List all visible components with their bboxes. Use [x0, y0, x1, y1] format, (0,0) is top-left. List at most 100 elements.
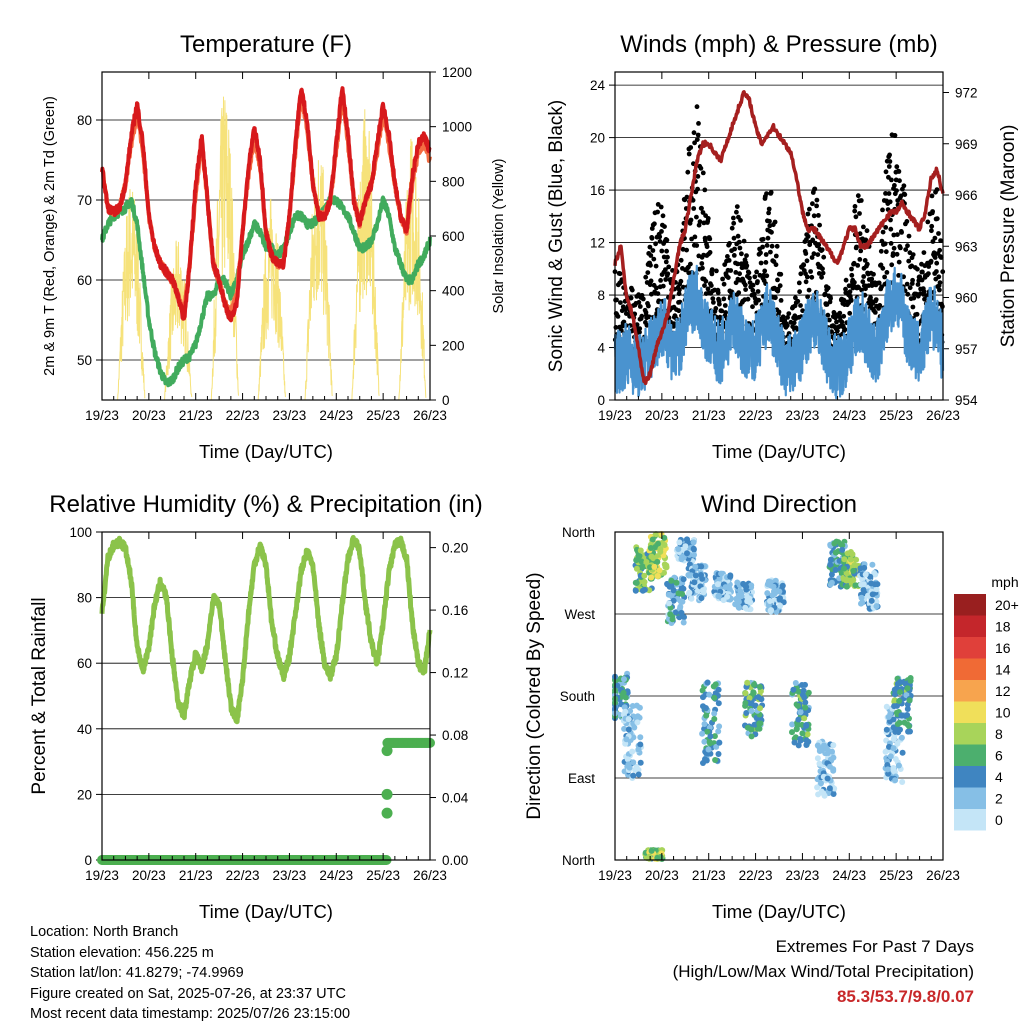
direction-point	[794, 702, 801, 709]
gust-point	[855, 193, 861, 199]
direction-point	[716, 723, 723, 730]
gust-point	[772, 219, 778, 225]
gust-point	[887, 159, 893, 164]
y2-axis-label: Station Pressure (Maroon)	[998, 125, 1019, 348]
gust-point	[774, 243, 780, 249]
elevation-text: Station elevation: 456.225 m	[30, 944, 214, 961]
direction-point	[676, 539, 683, 546]
gust-point	[757, 272, 763, 278]
direction-point	[884, 766, 891, 773]
gust-point	[847, 310, 853, 316]
gust-point	[847, 289, 853, 295]
direction-point	[748, 708, 755, 714]
direction-point	[756, 683, 763, 690]
x-tick-label: 23/23	[786, 408, 820, 423]
direction-point	[634, 719, 641, 726]
gust-point	[901, 183, 907, 189]
chart-title: Relative Humidity (%) & Precipitation (i…	[49, 491, 482, 518]
gust-point	[695, 174, 701, 179]
direction-point	[704, 679, 711, 686]
direction-point	[801, 694, 808, 701]
gust-point	[795, 298, 801, 304]
extremes-box: Extremes For Past 7 Days (High/Low/Max W…	[673, 934, 974, 1009]
gust-point	[657, 239, 663, 244]
direction-point	[814, 755, 821, 762]
gust-point	[906, 258, 912, 264]
direction-point	[802, 681, 808, 688]
gust-point	[804, 258, 810, 264]
gust-point	[699, 261, 705, 266]
direction-point	[662, 563, 669, 570]
direction-point	[661, 534, 668, 541]
gust-point	[897, 178, 902, 184]
station-info: Location: North Branch Station elevation…	[30, 922, 350, 1025]
direction-point	[641, 579, 648, 585]
gust-point	[884, 270, 890, 275]
gust-point	[809, 255, 815, 260]
direction-point	[684, 536, 690, 543]
direction-point	[632, 766, 639, 773]
direction-point	[637, 759, 644, 766]
gust-point	[721, 281, 727, 287]
gust-point	[877, 303, 883, 308]
x-tick-label: 21/23	[179, 868, 213, 883]
gust-point	[934, 216, 940, 222]
gust-point	[778, 271, 784, 277]
gust-point	[731, 235, 737, 241]
colorbar-swatch	[954, 809, 986, 831]
direction-point	[625, 761, 632, 768]
direction-point	[648, 553, 655, 560]
gust-point	[894, 188, 899, 194]
gust-point	[764, 243, 770, 248]
gust-point	[741, 238, 747, 244]
gust-point	[639, 293, 645, 298]
gust-point	[690, 197, 696, 203]
direction-point	[691, 579, 698, 586]
gust-point	[744, 263, 750, 269]
direction-point	[647, 564, 653, 571]
direction-point	[649, 536, 656, 543]
gust-point	[707, 236, 713, 242]
gust-point	[647, 244, 653, 250]
gust-point	[746, 270, 752, 276]
gust-point	[803, 251, 809, 256]
gust-point	[883, 225, 889, 230]
gust-point	[659, 248, 665, 254]
gust-point	[688, 145, 694, 150]
gust-point	[760, 236, 766, 242]
gust-point	[618, 300, 623, 305]
y-tick-label: East	[568, 771, 595, 786]
gust-point	[784, 323, 790, 328]
gust-point	[728, 268, 734, 273]
gust-point	[654, 285, 659, 291]
direction-point	[887, 753, 894, 760]
x-tick-label: 20/23	[132, 868, 166, 883]
direction-point	[680, 585, 687, 592]
gust-point	[697, 219, 703, 225]
x-tick-label: 26/23	[413, 408, 447, 423]
gust-point	[814, 197, 820, 203]
direction-point	[629, 703, 636, 709]
gust-point	[647, 282, 653, 288]
direction-point	[711, 694, 718, 701]
y2-tick-label: 972	[955, 86, 978, 101]
gust-point	[837, 310, 843, 316]
gust-point	[876, 280, 882, 286]
y2-axis-label: Solar Insolation (Yellow)	[491, 158, 507, 313]
gust-point	[878, 248, 884, 254]
direction-point	[891, 703, 898, 710]
gust-point	[864, 228, 870, 234]
x-tick-label: 20/23	[645, 868, 679, 883]
y-tick-label: West	[564, 607, 595, 622]
gust-point	[725, 275, 731, 280]
direction-point	[692, 563, 699, 570]
colorbar-label: 18	[995, 619, 1011, 635]
solar-insolation-line	[117, 189, 146, 401]
gust-point	[796, 280, 802, 286]
gust-point	[793, 295, 798, 301]
gust-point	[684, 247, 689, 253]
gust-point	[904, 219, 910, 224]
x-axis-label: Time (Day/UTC)	[712, 441, 846, 462]
gust-point	[857, 257, 863, 262]
direction-point	[797, 709, 804, 716]
